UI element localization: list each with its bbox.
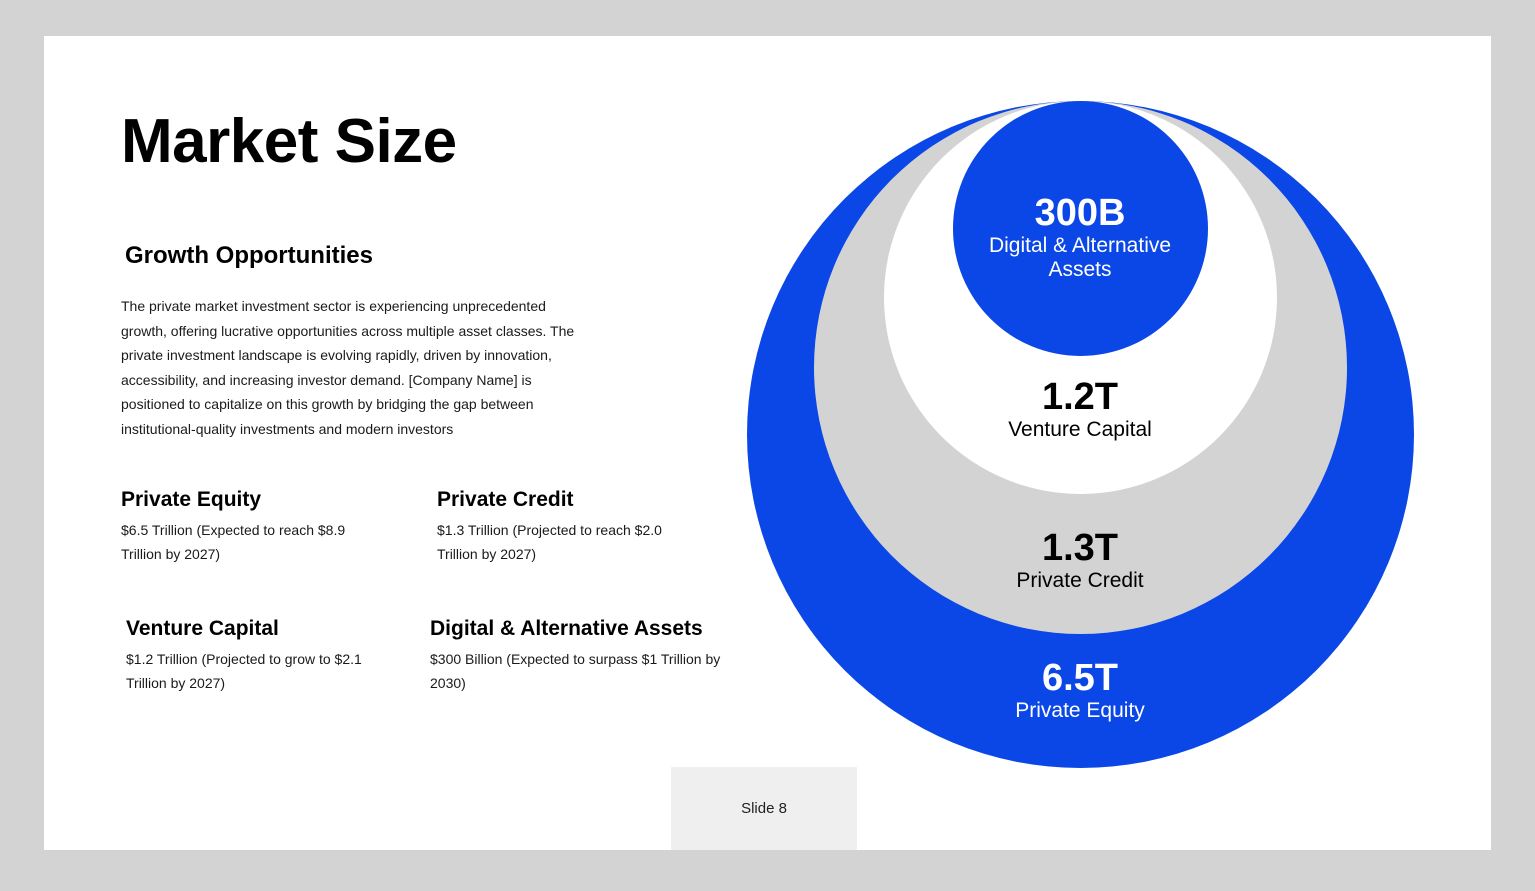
venture-capital-text: $1.2 Trillion (Projected to grow to $2.1… [126,651,362,691]
private-credit-block: Private Credit $1.3 Trillion (Projected … [437,488,697,566]
venture-capital-heading: Venture Capital [126,617,279,640]
page-title: Market Size [121,107,457,176]
private-equity-name: Private Equity [1015,698,1145,722]
digital-assets-heading: Digital & Alternative Assets [430,617,703,640]
digital-assets-value: 300B [1034,192,1126,234]
slide: Market Size Growth Opportunities The pri… [44,36,1491,850]
private-credit-value: 1.3T [1041,527,1119,569]
venture-capital-block: Venture Capital $1.2 Trillion (Projected… [126,617,366,695]
digital-assets-text: $300 Billion (Expected to surpass $1 Tri… [430,651,721,691]
slide-number: Slide 8 [741,800,787,817]
private-credit-circle-label: 1.3T Private Credit [880,527,1280,593]
intro-paragraph: The private market investment sector is … [121,298,575,437]
slide-number-tab[interactable]: Slide 8 [671,767,857,850]
private-credit-heading: Private Credit [437,488,574,511]
private-equity-heading: Private Equity [121,488,262,511]
digital-assets-circle [953,101,1208,356]
section-heading: Growth Opportunities [125,242,373,269]
digital-assets-circle-label: 300B Digital & Alternative Assets [880,192,1280,282]
private-equity-value: 6.5T [1041,657,1119,699]
digital-assets-name: Digital & Alternative Assets [988,233,1172,282]
private-equity-block: Private Equity $6.5 Trillion (Expected t… [121,488,381,566]
digital-assets-block: Digital & Alternative Assets $300 Billio… [430,617,730,695]
venture-capital-name: Venture Capital [1008,417,1152,441]
private-equity-text: $6.5 Trillion (Expected to reach $8.9 Tr… [121,522,346,562]
venture-capital-circle-label: 1.2T Venture Capital [880,376,1280,442]
private-equity-circle-label: 6.5T Private Equity [880,657,1280,723]
private-credit-text: $1.3 Trillion (Projected to reach $2.0 T… [437,522,662,562]
private-credit-name: Private Credit [1016,568,1144,592]
venture-capital-value: 1.2T [1041,376,1119,418]
